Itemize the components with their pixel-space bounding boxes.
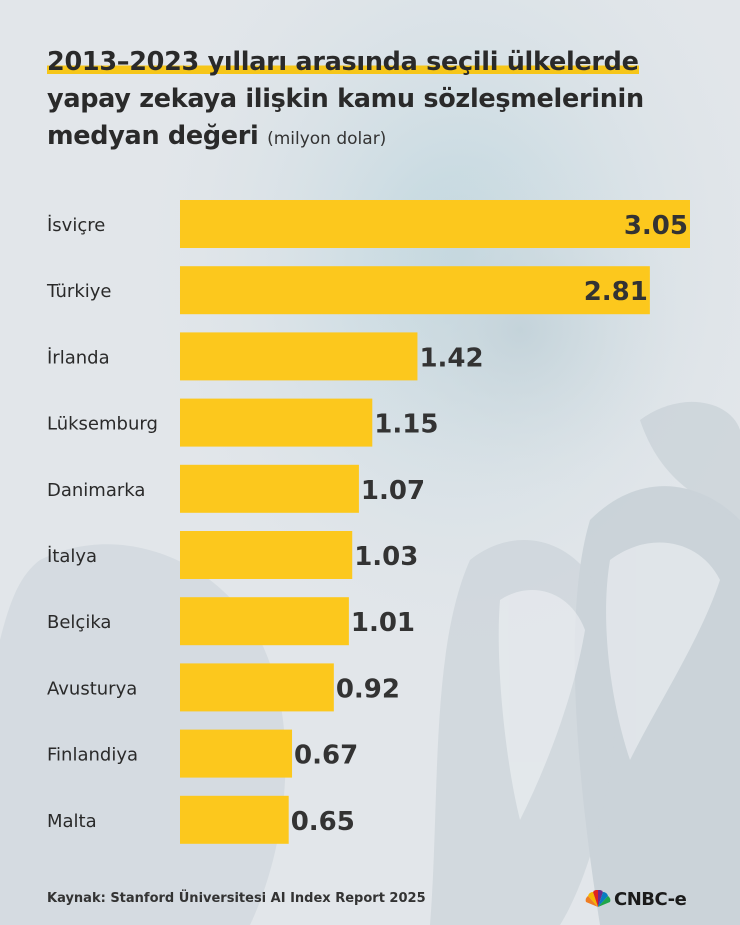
value-label: 1.15 — [374, 410, 438, 440]
peacock-icon — [585, 890, 611, 907]
value-label: 1.42 — [419, 343, 483, 373]
bar — [180, 795, 289, 844]
value-label: 1.01 — [351, 608, 415, 638]
bar — [180, 266, 650, 315]
value-label: 0.92 — [336, 674, 400, 704]
bar — [180, 464, 359, 513]
category-label: Avusturya — [47, 678, 137, 699]
category-label: Finlandiya — [47, 745, 138, 766]
value-label: 0.65 — [291, 807, 355, 837]
bar — [180, 663, 334, 712]
title-line-2: yapay zekaya ilişkin kamu sözleşmelerini… — [47, 84, 644, 114]
category-label: Malta — [47, 811, 97, 832]
category-label: İrlanda — [47, 347, 110, 368]
logo-text: CNBC-e — [614, 888, 687, 910]
bar — [180, 332, 418, 381]
value-label: 2.81 — [584, 277, 648, 307]
bar — [180, 729, 293, 778]
cnbc-e-logo: CNBC-e — [585, 885, 687, 913]
bar — [180, 398, 373, 447]
category-label: İtalya — [47, 546, 97, 567]
category-label: Belçika — [47, 612, 111, 633]
value-label: 3.05 — [624, 211, 688, 241]
value-label: 1.03 — [354, 542, 418, 572]
chart-title: 2013–2023 yılları arasında seçili ülkele… — [47, 44, 727, 158]
category-label: İsviçre — [47, 215, 105, 236]
value-label: 1.07 — [361, 476, 425, 506]
bar — [180, 200, 690, 248]
source-note: Kaynak: Stanford Üniversitesi AI Index R… — [47, 891, 426, 906]
title-line-1: 2013–2023 yılları arasında seçili ülkele… — [47, 47, 639, 77]
bar — [180, 597, 349, 646]
title-line-3: medyan değeri — [47, 121, 259, 151]
category-label: Danimarka — [47, 480, 145, 501]
category-label: Türkiye — [46, 281, 112, 302]
title-unit: (milyon dolar) — [267, 129, 387, 149]
category-label: Lüksemburg — [47, 414, 158, 435]
value-label: 0.67 — [294, 741, 358, 771]
bar — [180, 531, 353, 579]
